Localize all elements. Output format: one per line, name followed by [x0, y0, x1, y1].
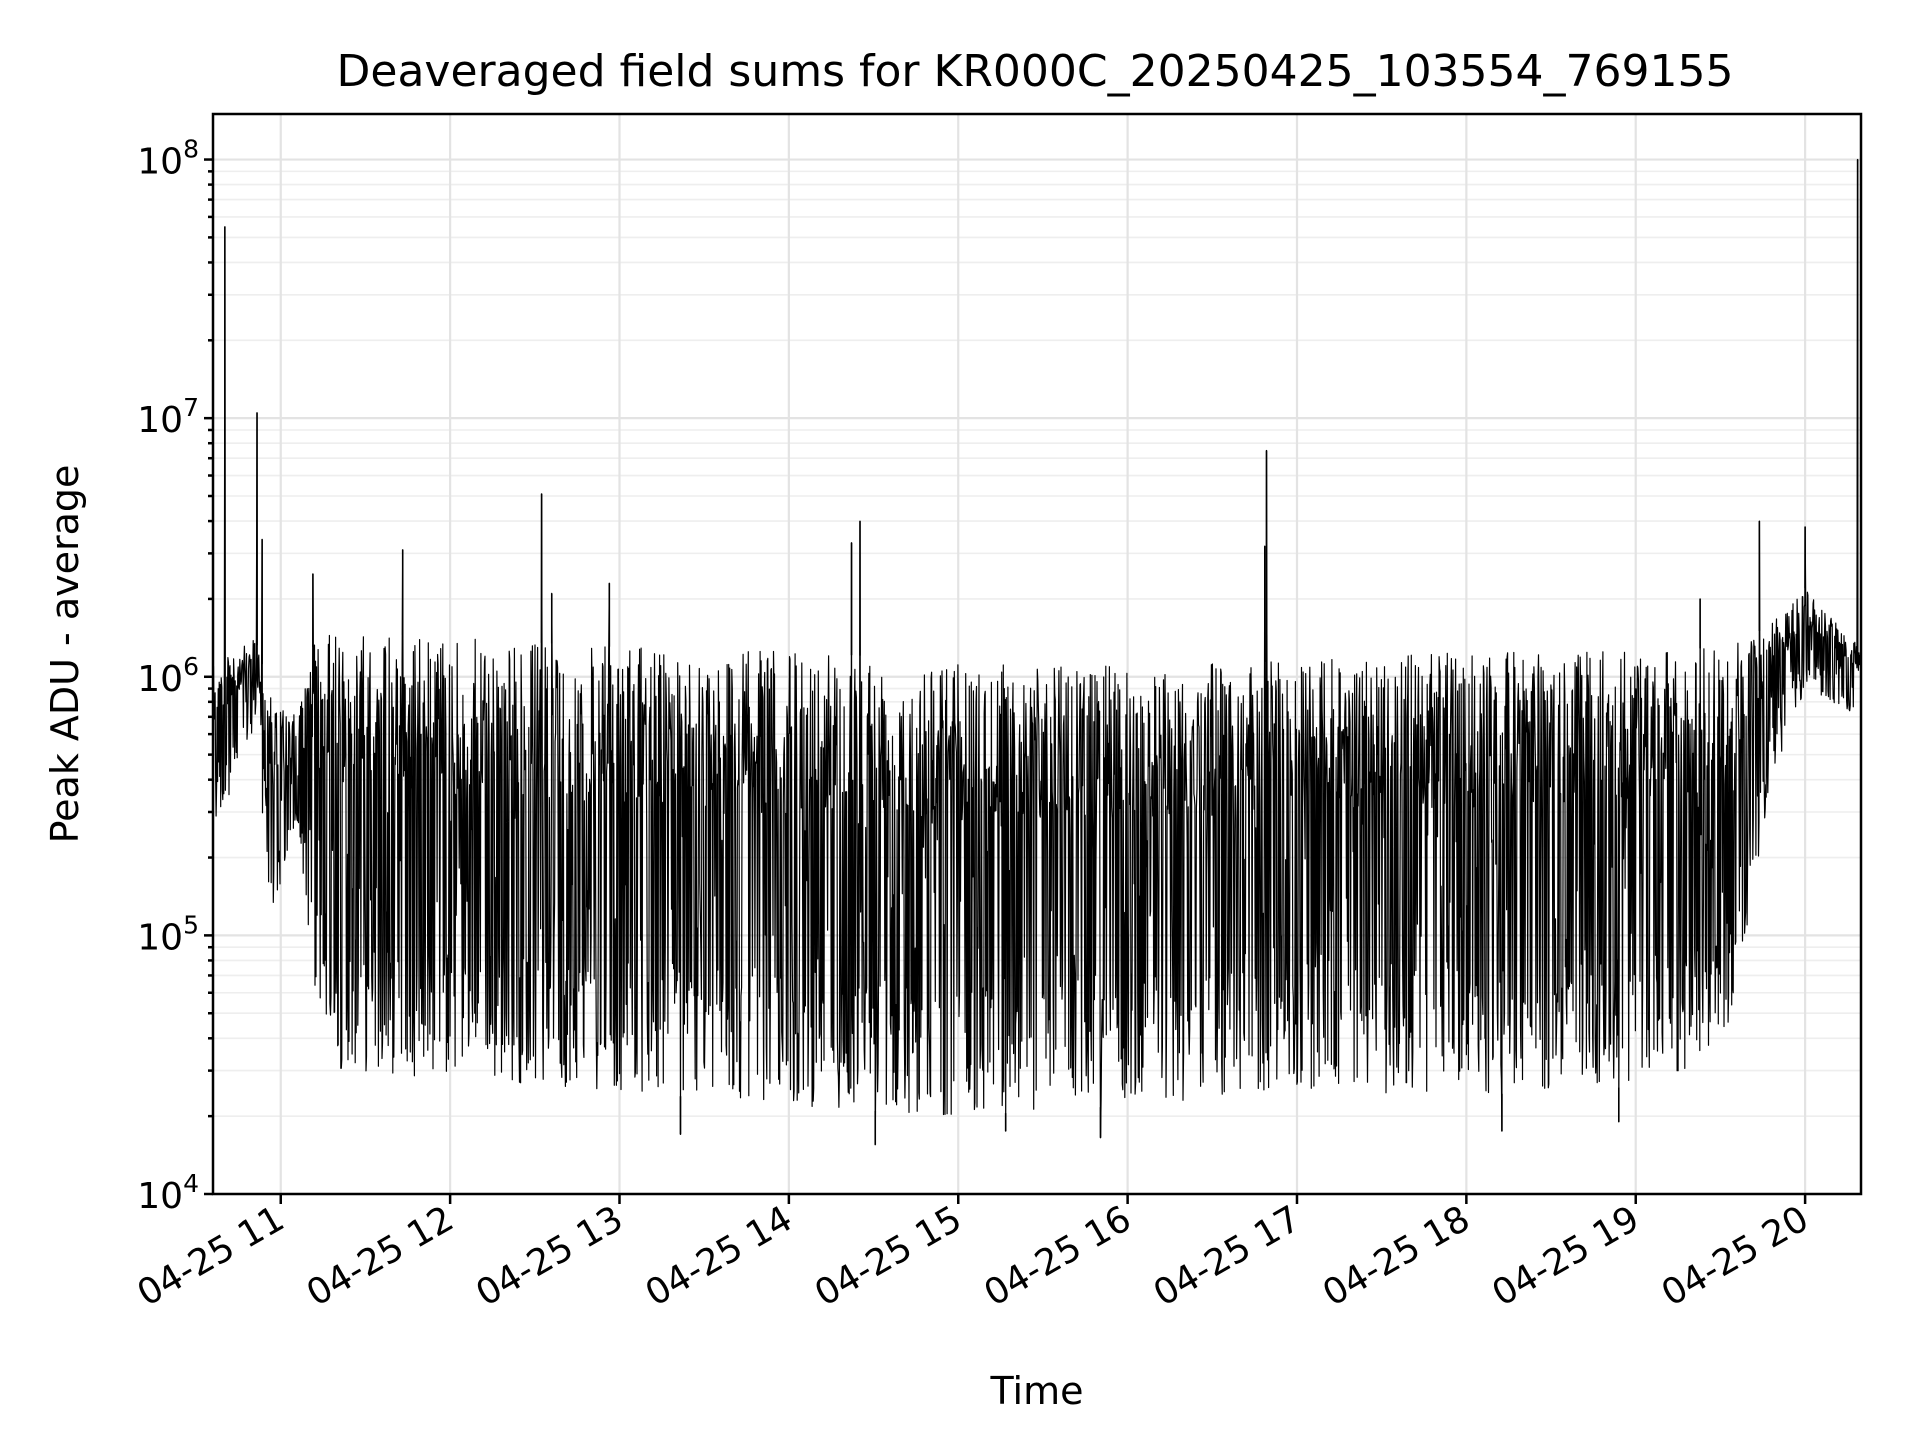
- plot-area: [212, 158, 1862, 1146]
- y-tick-label: 104: [137, 1169, 199, 1217]
- x-axis-label: Time: [990, 1369, 1084, 1413]
- y-tick-label: 108: [137, 135, 199, 183]
- y-axis: 104 105 106 107 108: [137, 135, 213, 1217]
- chart-title: Deaveraged field sums for KR000C_2025042…: [337, 46, 1734, 97]
- plot-frame: [211, 112, 1863, 1196]
- y-tick-label: 106: [137, 652, 199, 700]
- series-line: [212, 158, 1862, 1146]
- y-axis-label: Peak ADU - average: [43, 465, 87, 844]
- y-tick-label: 105: [137, 910, 199, 958]
- y-tick-label: 107: [137, 393, 199, 441]
